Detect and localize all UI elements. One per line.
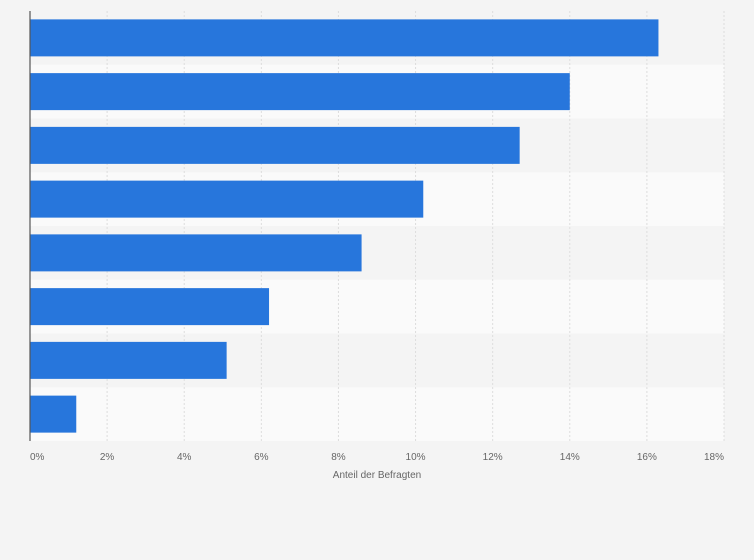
- bar[interactable]: [30, 395, 77, 433]
- x-tick-label: 4%: [177, 452, 192, 463]
- bar[interactable]: [30, 180, 424, 218]
- x-axis-tick-labels: 0% 2% 4% 6% 8% 10% 12% 14% 16% 18%: [30, 452, 724, 463]
- x-tick-label: 16%: [637, 452, 657, 463]
- x-tick-label: 18%: [704, 452, 724, 463]
- x-tick-label: 2%: [100, 452, 115, 463]
- bar[interactable]: [30, 288, 270, 326]
- x-tick-label: 8%: [331, 452, 346, 463]
- x-tick-label: 14%: [560, 452, 580, 463]
- bar[interactable]: [30, 73, 570, 111]
- bar[interactable]: [30, 341, 227, 379]
- row-band: [30, 387, 724, 441]
- x-tick-label: 10%: [406, 452, 426, 463]
- x-tick-label: 12%: [483, 452, 503, 463]
- x-axis-title: Anteil der Befragten: [333, 470, 421, 481]
- bar[interactable]: [30, 19, 659, 57]
- bars: [30, 19, 659, 433]
- bar[interactable]: [30, 126, 520, 164]
- x-tick-label: 6%: [254, 452, 269, 463]
- bar[interactable]: [30, 234, 362, 272]
- x-tick-label: 0%: [30, 452, 45, 463]
